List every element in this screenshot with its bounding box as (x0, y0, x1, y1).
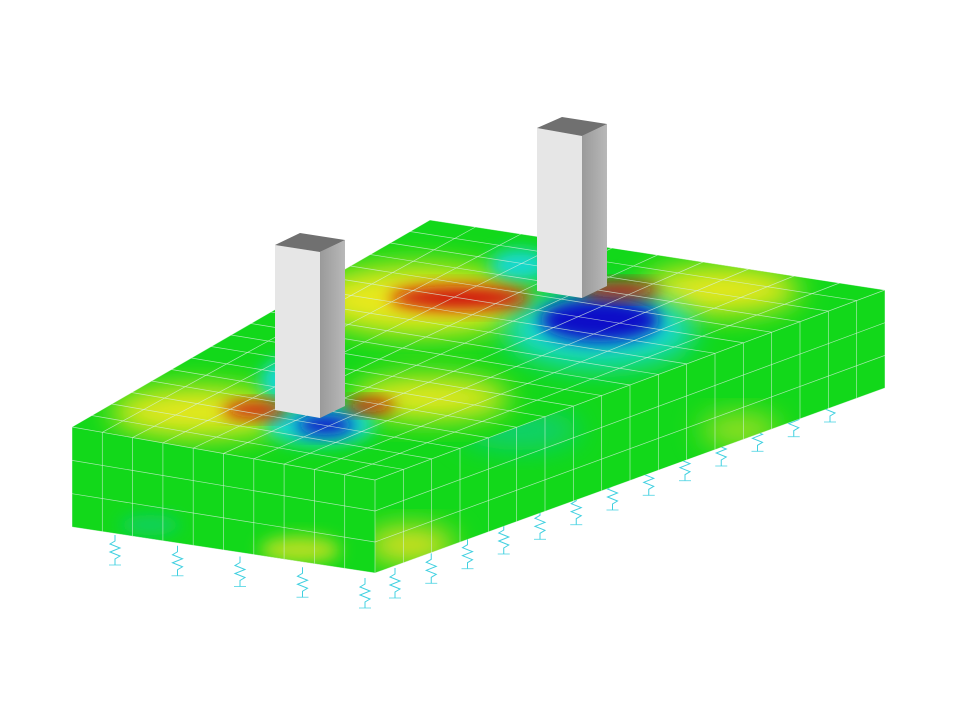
spring-support (296, 567, 309, 598)
mesh-line (72, 493, 375, 543)
mesh-line (191, 357, 546, 418)
spring-support (233, 556, 247, 587)
mesh-line (131, 392, 461, 449)
mesh-line (350, 265, 772, 333)
spring-support (424, 553, 438, 584)
mesh-line (375, 355, 885, 543)
mesh-line (111, 403, 432, 460)
mesh-line (410, 231, 857, 301)
mesh-line (330, 277, 744, 344)
elastic-supports (108, 392, 837, 609)
mesh-line (375, 322, 885, 512)
spring-support (388, 568, 402, 598)
spring-support (497, 524, 511, 554)
spring-support (533, 509, 547, 540)
mesh-line (290, 300, 687, 365)
spring-support (171, 545, 184, 576)
mesh-line (91, 415, 404, 470)
mesh-line (429, 220, 885, 291)
column-right (537, 117, 607, 298)
column-left (275, 233, 345, 418)
mesh-line (72, 459, 375, 512)
mesh-line (390, 242, 829, 312)
spring-support (108, 535, 122, 565)
mesh-line (211, 346, 574, 407)
spring-support (569, 494, 583, 525)
spring-support (358, 578, 372, 608)
spring-support (461, 538, 474, 569)
mesh-line (310, 288, 716, 354)
slab-top-face (72, 220, 885, 480)
